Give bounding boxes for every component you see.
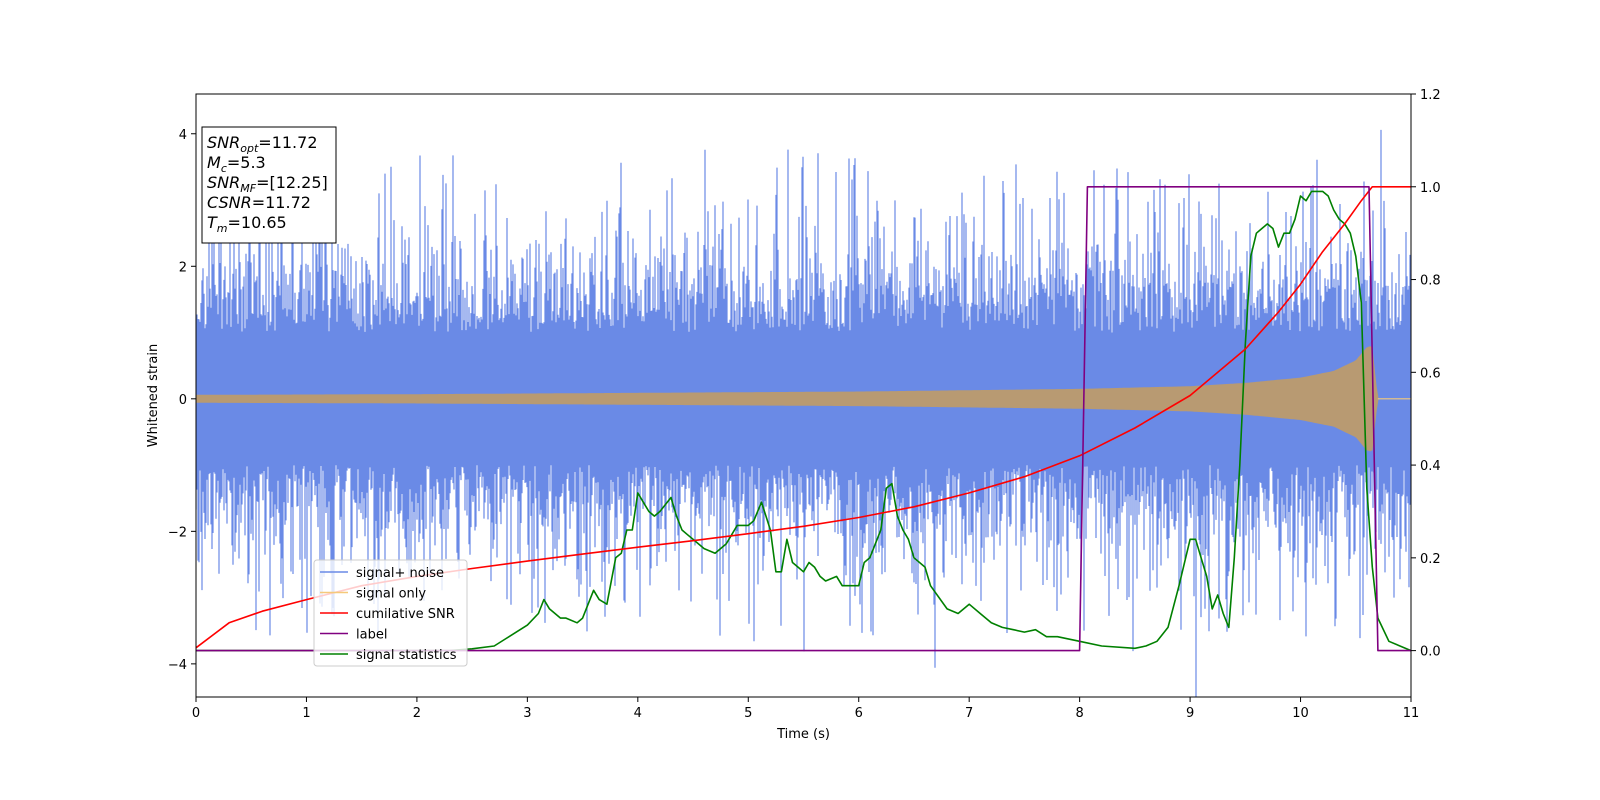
x-tick-label: 7	[965, 706, 973, 721]
y-right-tick-label: 1.2	[1420, 88, 1441, 103]
info-subscript: opt	[240, 142, 259, 155]
info-symbol: SNR	[207, 173, 240, 192]
legend-label: signal+ noise	[356, 566, 444, 581]
info-box: SNRopt=11.72Mc=5.3SNRMF=[12.25]CSNR=11.7…	[201, 126, 337, 244]
info-box-frame	[201, 126, 337, 244]
y-axis-title: Whitened strain	[146, 344, 161, 447]
legend-label: signal statistics	[356, 648, 457, 663]
x-tick-label: 8	[1075, 706, 1083, 721]
info-line: SNRopt=11.72	[207, 133, 318, 155]
y-left-tick-label: 4	[179, 128, 187, 143]
label-line	[196, 186, 1411, 652]
y-right-tick-label: 0.6	[1420, 366, 1441, 381]
y-left-tick-label: −4	[168, 658, 187, 673]
plot-frame	[195, 93, 1412, 698]
info-symbol: SNR	[207, 133, 240, 152]
info-subscript: MF	[240, 182, 256, 195]
info-value: =11.72	[258, 133, 317, 152]
signal-only-line	[196, 346, 1411, 452]
info-value: =[12.25]	[256, 173, 328, 192]
x-tick-label: 9	[1186, 706, 1194, 721]
x-tick-label: 1	[302, 706, 310, 721]
legend-label: signal only	[356, 587, 426, 602]
legend-label: label	[356, 628, 387, 643]
y-right-tick-label: 0.8	[1420, 274, 1441, 289]
x-tick-label: 6	[855, 706, 863, 721]
info-value: =5.3	[227, 153, 266, 172]
info-subscript: c	[221, 162, 227, 175]
info-line: SNRMF=[12.25]	[207, 173, 328, 195]
x-tick-label: 11	[1403, 706, 1420, 721]
info-line: CSNR=11.72	[207, 193, 311, 212]
info-symbol: T	[207, 213, 218, 232]
x-tick-label: 10	[1292, 706, 1309, 721]
legend-box	[313, 559, 468, 667]
info-subscript: m	[217, 222, 228, 235]
signal-noise-line	[196, 129, 1411, 697]
x-tick-label: 5	[744, 706, 752, 721]
signal-statistics-line	[196, 190, 1411, 652]
info-value: =10.65	[228, 213, 287, 232]
axes: 0 1 2 3 4 5 6 7 8 9 10 11 −4 −2 0 2 4 0.0 0.2 0.4 0.6 0.8 1.0 1…	[146, 88, 1441, 742]
y-left-tick-label: 2	[179, 260, 187, 275]
x-tick-label: 4	[634, 706, 642, 721]
y-left-tick-label: 0	[179, 393, 187, 408]
legend-label: cumilative SNR	[356, 607, 455, 622]
x-tick-label: 0	[192, 706, 200, 721]
y-right-tick-label: 1.0	[1420, 181, 1441, 196]
info-line: Tm=10.65	[207, 213, 287, 235]
legend: signal+ noise signal only cumilative SNR la…	[313, 559, 468, 667]
y-right-tick-label: 0.0	[1420, 645, 1441, 660]
info-symbol: M	[207, 153, 221, 172]
x-axis-title: Time (s)	[776, 727, 830, 742]
x-tick-label: 3	[523, 706, 531, 721]
y-left-tick-label: −2	[168, 525, 187, 540]
y-right-tick-label: 0.2	[1420, 552, 1441, 567]
info-symbol: CSNR	[207, 193, 252, 212]
info-line: Mc=5.3	[207, 153, 266, 175]
y-right-tick-label: 0.4	[1420, 459, 1441, 474]
x-tick-label: 2	[413, 706, 421, 721]
info-value: =11.72	[252, 193, 311, 212]
